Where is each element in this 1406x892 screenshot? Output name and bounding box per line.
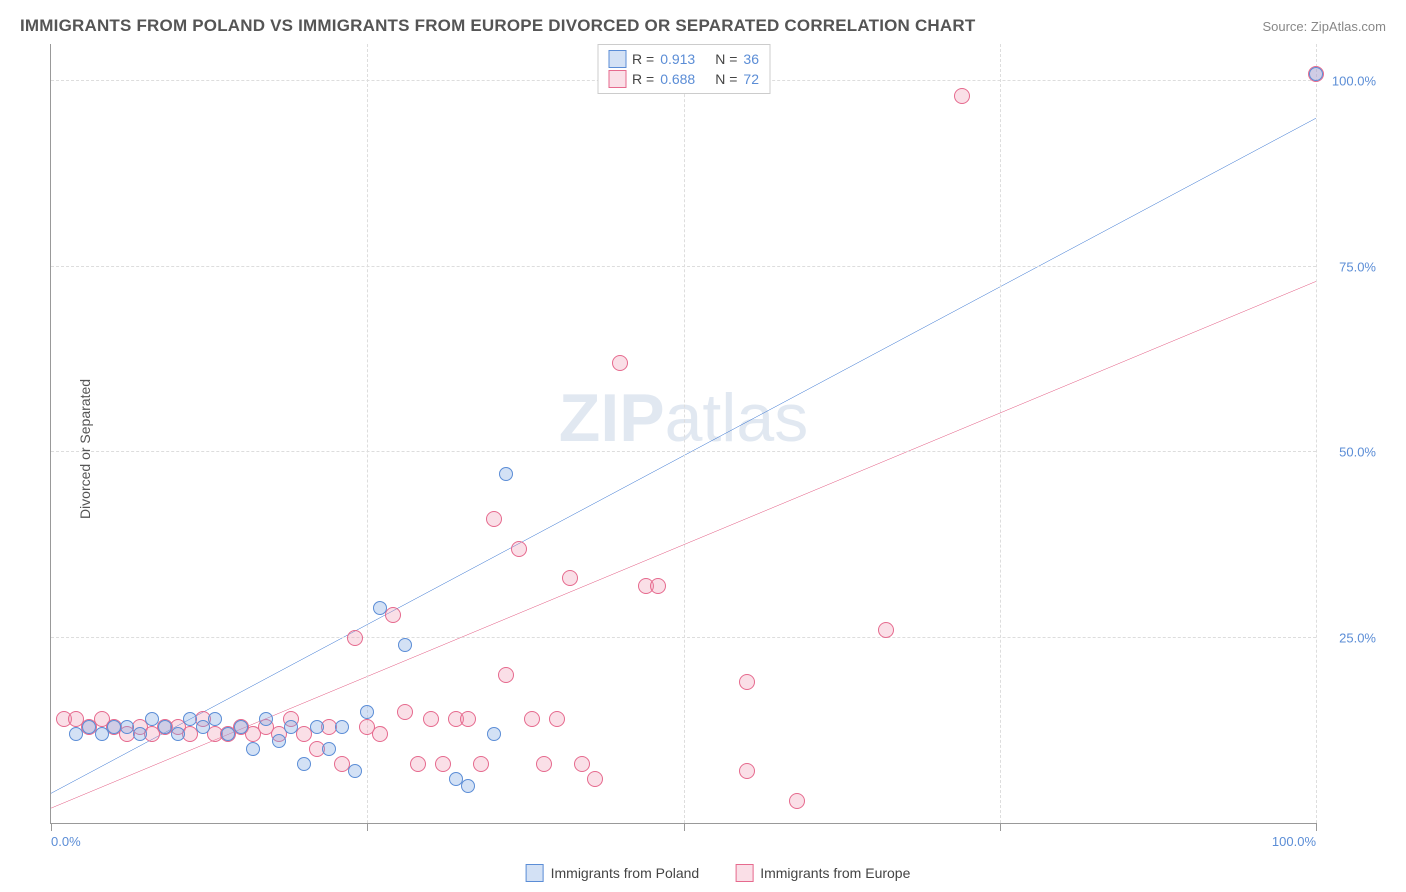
- data-point: [739, 674, 755, 690]
- plot-area: ZIPatlas R = 0.913N = 36R = 0.688N = 72 …: [50, 44, 1316, 824]
- legend-r-label: R =: [632, 49, 654, 69]
- data-point: [397, 704, 413, 720]
- y-tick-label: 75.0%: [1339, 259, 1376, 274]
- chart-container: Divorced or Separated ZIPatlas R = 0.913…: [50, 44, 1386, 854]
- x-tick: [684, 823, 685, 831]
- data-point: [95, 727, 109, 741]
- data-point: [739, 763, 755, 779]
- data-point: [196, 720, 210, 734]
- legend-label: Immigrants from Poland: [551, 865, 700, 881]
- data-point: [372, 726, 388, 742]
- data-point: [524, 711, 540, 727]
- data-point: [511, 541, 527, 557]
- data-point: [398, 638, 412, 652]
- data-point: [460, 711, 476, 727]
- legend-swatch: [526, 864, 544, 882]
- x-tick: [1316, 823, 1317, 831]
- gridline-v: [1000, 44, 1001, 823]
- data-point: [499, 467, 513, 481]
- data-point: [435, 756, 451, 772]
- data-point: [486, 511, 502, 527]
- legend-n-label: N =: [715, 49, 737, 69]
- data-point: [574, 756, 590, 772]
- x-tick-label: 0.0%: [51, 834, 81, 849]
- data-point: [360, 705, 374, 719]
- data-point: [171, 727, 185, 741]
- data-point: [284, 720, 298, 734]
- data-point: [536, 756, 552, 772]
- legend-swatch: [608, 50, 626, 68]
- gridline-v: [684, 44, 685, 823]
- header: IMMIGRANTS FROM POLAND VS IMMIGRANTS FRO…: [20, 16, 1386, 36]
- data-point: [133, 727, 147, 741]
- data-point: [69, 727, 83, 741]
- data-point: [473, 756, 489, 772]
- legend-n-label: N =: [715, 69, 737, 89]
- y-tick-label: 50.0%: [1339, 445, 1376, 460]
- data-point: [297, 757, 311, 771]
- legend-n-value: 36: [743, 49, 759, 69]
- data-point: [373, 601, 387, 615]
- data-point: [221, 727, 235, 741]
- x-tick: [51, 823, 52, 831]
- data-point: [789, 793, 805, 809]
- series-legend: Immigrants from Poland Immigrants from Eu…: [526, 864, 911, 882]
- legend-r-value: 0.913: [660, 49, 695, 69]
- legend-row: R = 0.913 N = 36: [608, 49, 759, 69]
- data-point: [208, 712, 222, 726]
- legend-swatch: [608, 70, 626, 88]
- data-point: [498, 667, 514, 683]
- legend-item: Immigrants from Poland: [526, 864, 700, 882]
- data-point: [461, 779, 475, 793]
- x-tick-label: 100.0%: [1272, 834, 1316, 849]
- data-point: [310, 720, 324, 734]
- y-tick-label: 25.0%: [1339, 630, 1376, 645]
- legend-r-label: R =: [632, 69, 654, 89]
- data-point: [234, 720, 248, 734]
- legend-n-value: 72: [743, 69, 759, 89]
- data-point: [347, 630, 363, 646]
- data-point: [549, 711, 565, 727]
- y-tick-label: 100.0%: [1332, 74, 1376, 89]
- data-point: [562, 570, 578, 586]
- x-tick: [367, 823, 368, 831]
- correlation-legend: R = 0.913 N = 36 R = 0.688 N = 72: [597, 44, 770, 94]
- x-tick: [1000, 823, 1001, 831]
- legend-item: Immigrants from Europe: [735, 864, 910, 882]
- data-point: [612, 355, 628, 371]
- source-attribution: Source: ZipAtlas.com: [1262, 19, 1386, 34]
- data-point: [487, 727, 501, 741]
- data-point: [259, 712, 273, 726]
- legend-swatch: [735, 864, 753, 882]
- legend-row: R = 0.688 N = 72: [608, 69, 759, 89]
- data-point: [335, 720, 349, 734]
- data-point: [650, 578, 666, 594]
- data-point: [322, 742, 336, 756]
- chart-title: IMMIGRANTS FROM POLAND VS IMMIGRANTS FRO…: [20, 16, 975, 36]
- legend-r-value: 0.688: [660, 69, 695, 89]
- data-point: [423, 711, 439, 727]
- legend-label: Immigrants from Europe: [760, 865, 910, 881]
- data-point: [878, 622, 894, 638]
- data-point: [1309, 67, 1323, 81]
- gridline-v: [1316, 44, 1317, 823]
- data-point: [587, 771, 603, 787]
- data-point: [385, 607, 401, 623]
- data-point: [954, 88, 970, 104]
- data-point: [410, 756, 426, 772]
- data-point: [272, 734, 286, 748]
- data-point: [246, 742, 260, 756]
- data-point: [348, 764, 362, 778]
